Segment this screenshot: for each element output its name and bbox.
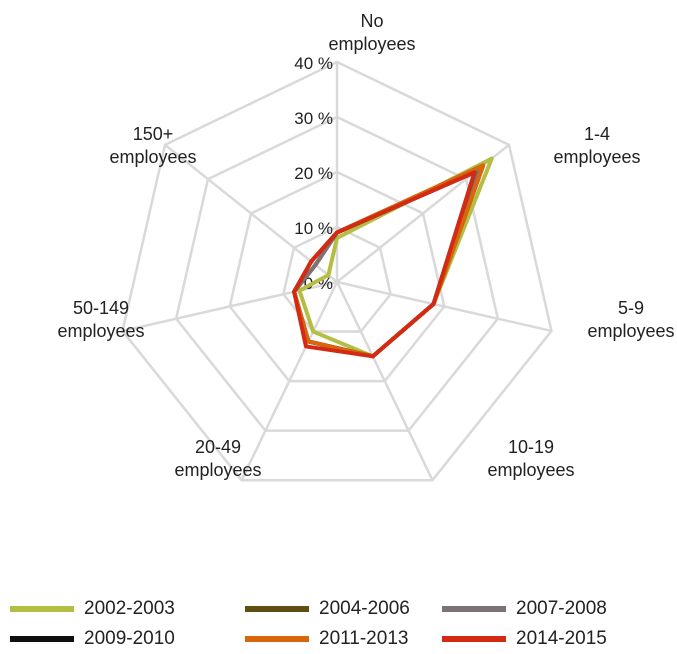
legend-label: 2009-2010	[84, 628, 175, 649]
tick-label: 40 %	[294, 54, 333, 73]
axis-label: 20-49 employees	[174, 437, 261, 480]
axis-label: 150+ employees	[109, 124, 196, 167]
legend-label: 2011-2013	[319, 628, 409, 649]
legend-item: 2011-2013	[245, 626, 408, 652]
grid-ring	[228, 170, 446, 383]
legend-item: 2007-2008	[442, 596, 607, 622]
legend: 2002-2003 2004-2006 2007-2008 2009-2010 2011…	[0, 590, 677, 654]
series-lines	[292, 156, 494, 359]
series-line	[292, 163, 486, 359]
series-line	[297, 156, 494, 359]
radar-grid	[121, 60, 553, 482]
radial-tick-labels: 0 %10 %20 %30 %40 %	[294, 54, 333, 293]
tick-label: 30 %	[294, 109, 333, 128]
legend-label: 2014-2015	[516, 628, 607, 649]
tick-label: 20 %	[294, 164, 333, 183]
legend-swatch	[10, 636, 74, 642]
grid-ring	[121, 60, 553, 482]
axis-label: 10-19 employees	[487, 437, 574, 480]
legend-label: 2002-2003	[84, 598, 175, 619]
legend-swatch	[245, 636, 309, 642]
axis-label: No employees	[328, 11, 415, 54]
legend-item: 2002-2003	[10, 596, 175, 622]
legend-swatch	[10, 606, 74, 612]
axis-label: 5-9 employees	[587, 298, 674, 341]
axis-labels: No employees 1-4 employees 5-9 employees 10-19…	[57, 11, 674, 480]
legend-item: 2009-2010	[10, 626, 175, 652]
legend-item: 2014-2015	[442, 626, 607, 652]
series-line	[292, 170, 477, 359]
legend-swatch	[442, 606, 506, 612]
axis-label: 50-149 employees	[57, 298, 144, 341]
legend-swatch	[442, 636, 506, 642]
legend-label: 2004-2006	[319, 598, 410, 619]
axis-label: 1-4 employees	[553, 124, 640, 167]
grid-ring	[282, 225, 392, 333]
grid-spoke	[335, 281, 434, 481]
legend-label: 2007-2008	[516, 598, 607, 619]
grid-spoke	[164, 143, 338, 283]
legend-item: 2004-2006	[245, 596, 410, 622]
tick-label: 10 %	[294, 219, 333, 238]
series-line	[292, 163, 486, 359]
grid-spoke	[240, 281, 339, 481]
grid-spoke	[336, 280, 552, 333]
legend-swatch	[245, 606, 309, 612]
